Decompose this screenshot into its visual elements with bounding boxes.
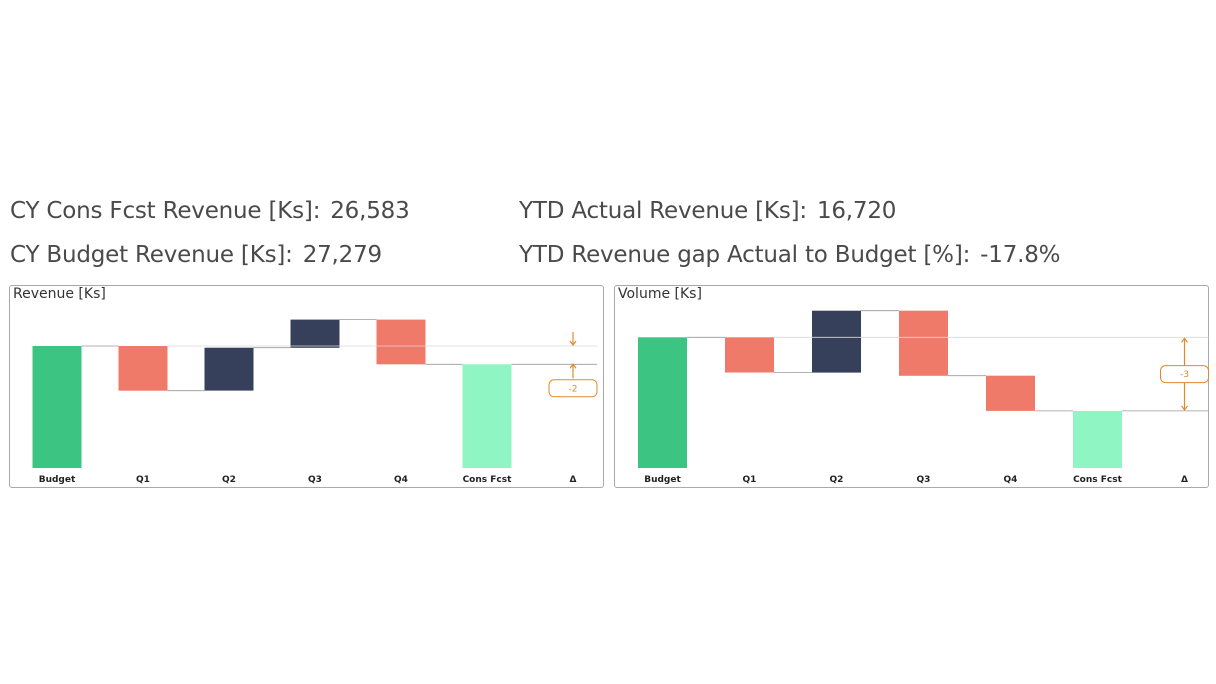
tick-label-q4: Q4: [1004, 475, 1018, 485]
kpi-label: YTD Actual Revenue [Ks]:: [519, 198, 807, 224]
kpi-value: -17.8%: [980, 242, 1061, 268]
tick-label-budget: Budget: [39, 475, 76, 485]
kpi-label: CY Cons Fcst Revenue [Ks]:: [10, 198, 321, 224]
kpi-value: 26,583: [330, 198, 410, 224]
kpi-ytd-revenue-gap: YTD Revenue gap Actual to Budget [%]: -17…: [519, 242, 1061, 268]
tick-label-q2: Q2: [830, 475, 844, 485]
delta-label: -2: [569, 384, 578, 394]
kpi-value: 16,720: [816, 198, 897, 224]
tick-label-cons-fcst: Cons Fcst: [1073, 475, 1123, 485]
bar-budget: [32, 346, 82, 468]
delta-marker: -3: [1160, 337, 1209, 411]
bar-q3: [290, 319, 340, 348]
tick-label-budget: Budget: [644, 475, 681, 485]
kpi-value: 27,279: [302, 242, 382, 268]
tick-label-delta: Δ: [570, 475, 577, 485]
bar-q1: [725, 337, 774, 373]
volume-chart-panel: Volume [Ks] -3 Budget Q1 Q2 Q3 Q4 Cons Fcst Δ: [614, 285, 1209, 488]
chart-title: Volume [Ks]: [618, 286, 702, 302]
delta-label: -3: [1180, 370, 1189, 380]
revenue-chart-panel: Revenue [Ks] -2 Budget Q1 Q2 Q3 Q4 Cons Fcst Δ: [9, 285, 604, 488]
tick-label-q4: Q4: [394, 475, 408, 485]
tick-label-q2: Q2: [222, 475, 236, 485]
bar-q2: [812, 310, 861, 373]
kpi-label: CY Budget Revenue [Ks]:: [10, 242, 293, 268]
tick-label-q1: Q1: [743, 475, 757, 485]
bar-cons-fcst: [1073, 410, 1122, 468]
bar-q1: [118, 346, 168, 391]
tick-label-q3: Q3: [917, 475, 931, 485]
kpi-cy-cons-fcst-revenue: CY Cons Fcst Revenue [Ks]: 26,583: [10, 198, 410, 224]
bar-q4: [376, 319, 426, 365]
revenue-waterfall-chart: -2 Budget Q1 Q2 Q3 Q4 Cons Fcst Δ: [32, 319, 598, 485]
bar-budget: [638, 337, 687, 468]
chart-title: Revenue [Ks]: [13, 286, 106, 302]
delta-marker: -2: [548, 331, 598, 398]
bar-q2: [204, 347, 254, 391]
bar-cons-fcst: [462, 364, 512, 468]
bar-q4: [986, 375, 1035, 411]
bar-q3: [899, 310, 948, 376]
tick-label-q1: Q1: [136, 475, 150, 485]
tick-label-q3: Q3: [308, 475, 322, 485]
tick-label-delta: Δ: [1181, 475, 1188, 485]
tick-label-cons-fcst: Cons Fcst: [463, 475, 513, 485]
kpi-cy-budget-revenue: CY Budget Revenue [Ks]: 27,279: [10, 242, 382, 268]
volume-waterfall-chart: -3 Budget Q1 Q2 Q3 Q4 Cons Fcst Δ: [638, 310, 1209, 485]
kpi-label: YTD Revenue gap Actual to Budget [%]:: [519, 242, 971, 268]
kpi-ytd-actual-revenue: YTD Actual Revenue [Ks]: 16,720: [519, 198, 896, 224]
